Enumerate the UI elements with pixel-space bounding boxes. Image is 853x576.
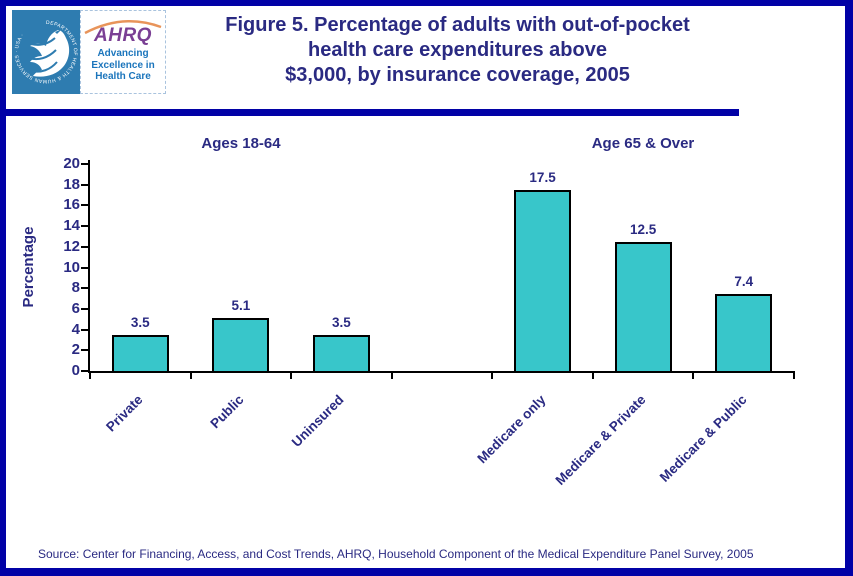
source-note: Source: Center for Financing, Access, an… bbox=[38, 547, 754, 561]
group-label-ages-18-64: Ages 18-64 bbox=[201, 135, 281, 152]
group-label-age-65-over: Age 65 & Over bbox=[591, 135, 695, 152]
x-axis-line bbox=[88, 371, 795, 373]
ahrq-tagline: Advancing Excellence in Health Care bbox=[91, 48, 155, 82]
page-border-left bbox=[0, 0, 6, 576]
x-tick bbox=[290, 373, 293, 379]
bar-value-private: 3.5 bbox=[130, 315, 150, 330]
x-tick bbox=[189, 373, 192, 379]
bar-value-medicare-private: 12.5 bbox=[630, 222, 657, 237]
y-tick-label: 4 bbox=[71, 320, 80, 338]
x-tick bbox=[89, 373, 91, 379]
y-tick-label: 0 bbox=[71, 362, 80, 379]
x-tick bbox=[793, 373, 795, 379]
y-tick bbox=[81, 328, 89, 331]
bar-uninsured bbox=[312, 335, 370, 371]
figure-title: Figure 5. Percentage of adults with out-… bbox=[225, 14, 690, 86]
y-tick-label: 14 bbox=[63, 217, 80, 235]
y-tick bbox=[81, 183, 89, 186]
hhs-logo: DEPARTMENT OF HEALTH & HUMAN SERVICES · … bbox=[12, 10, 80, 94]
y-tick bbox=[81, 307, 89, 310]
header-rule bbox=[0, 109, 739, 116]
y-tick-label: 8 bbox=[71, 279, 80, 297]
y-axis-line bbox=[88, 160, 90, 373]
y-tick-label: 2 bbox=[71, 341, 80, 359]
y-tick bbox=[81, 266, 89, 269]
x-tick bbox=[390, 373, 393, 379]
y-tick bbox=[81, 204, 89, 207]
bar-value-medicare-public: 7.4 bbox=[734, 274, 754, 289]
y-tick-label: 20 bbox=[63, 155, 80, 172]
hhs-eagle-icon: DEPARTMENT OF HEALTH & HUMAN SERVICES · … bbox=[12, 10, 80, 94]
ahrq-acronym: AHRQ bbox=[94, 25, 152, 46]
x-tick bbox=[591, 373, 594, 379]
bar-medicare-only bbox=[514, 190, 572, 371]
bar-value-medicare-only: 17.5 bbox=[529, 170, 556, 185]
y-tick-label: 16 bbox=[63, 196, 80, 214]
y-tick bbox=[81, 225, 89, 228]
y-tick-label: 6 bbox=[71, 299, 80, 317]
x-tick bbox=[692, 373, 695, 379]
x-tick bbox=[491, 373, 494, 379]
ahrq-swoosh-icon bbox=[84, 19, 162, 35]
agency-logo: DEPARTMENT OF HEALTH & HUMAN SERVICES · … bbox=[12, 10, 166, 94]
bar-medicare-public bbox=[715, 294, 773, 371]
y-tick bbox=[81, 370, 89, 372]
y-tick bbox=[81, 163, 89, 165]
bar-value-public: 5.1 bbox=[231, 298, 251, 313]
y-tick-label: 12 bbox=[63, 237, 80, 255]
y-tick-label: 18 bbox=[63, 175, 80, 193]
y-tick bbox=[81, 287, 89, 290]
bar-private bbox=[111, 335, 169, 371]
page-border-bottom bbox=[0, 568, 853, 576]
page-border-top bbox=[0, 0, 853, 6]
bar-medicare-private bbox=[614, 242, 672, 371]
bar-value-uninsured: 3.5 bbox=[332, 315, 351, 330]
ahrq-logo: AHRQ Advancing Excellence in Health Care bbox=[80, 10, 166, 94]
bar-public bbox=[212, 318, 270, 371]
y-tick-label: 10 bbox=[63, 258, 80, 276]
y-tick bbox=[81, 349, 89, 352]
page-border-right bbox=[845, 0, 853, 576]
y-tick bbox=[81, 245, 89, 248]
